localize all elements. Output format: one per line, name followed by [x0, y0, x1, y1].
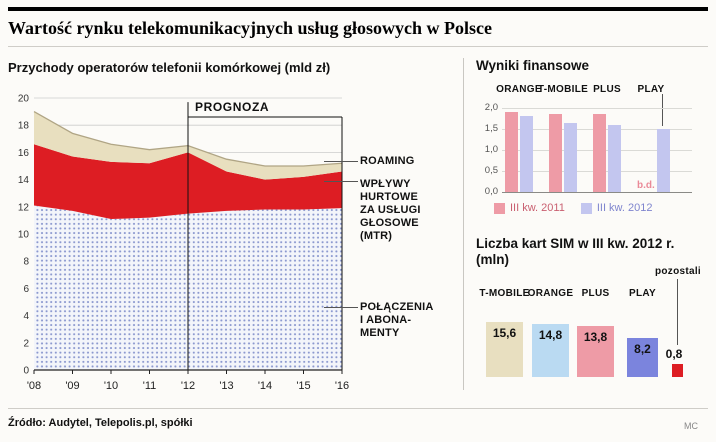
sim-chart-title-line2: (mln): [476, 252, 509, 267]
x-tick-label: '08: [27, 380, 41, 392]
title-rule: [8, 46, 708, 47]
financial-operator-labels: ORANGE T-MOBILE PLUS PLAY: [476, 84, 708, 97]
sim-value-label: 0,8: [665, 347, 683, 361]
y-tick-label: 16: [18, 148, 30, 159]
legend-label-q3-2012: III kw. 2012: [596, 202, 653, 214]
mtr-label: WPŁYWY HURTOWE ZA USŁUGI GŁOSOWE (MTR): [360, 178, 421, 242]
fin-bar-group: [593, 108, 627, 192]
legend-label-q3-2011: III kw. 2011: [510, 202, 565, 214]
fin-y-tick-label: 0,0: [484, 186, 498, 197]
sim-value-label: 13,8: [583, 330, 608, 344]
forecast-label: PROGNOZA: [195, 100, 269, 114]
fin-bar: [505, 112, 518, 192]
pozostali-leader-line: [677, 279, 678, 345]
fin-gridline: [502, 192, 692, 193]
fin-y-tick-label: 0,5: [484, 165, 498, 176]
sim-value-label: 15,6: [492, 326, 517, 340]
legend-item-q3-2011: III kw. 2011: [494, 202, 565, 214]
panel-divider: [463, 58, 464, 390]
fin-y-tick-label: 1,0: [484, 144, 498, 155]
no-data-label: b.d.: [637, 180, 655, 191]
sim-bar-plus: [577, 326, 614, 377]
x-tick-label: '09: [65, 380, 79, 392]
roaming-leader-line: [324, 161, 358, 162]
sim-bar-pozostali: [672, 364, 683, 377]
y-tick-label: 18: [18, 121, 30, 132]
page-title: Wartość rynku telekomunikacyjnych usług …: [8, 18, 493, 38]
x-tick-label: '10: [104, 380, 118, 392]
stacked-area-chart: 0 2 4 6 8 10 12 14 16 18 20 PROGNOZA '08 '09 '10 '11 '12…: [18, 94, 349, 393]
sim-operator-label-plus: PLUS: [581, 288, 610, 299]
legend-swatch-q3-2011: [494, 202, 505, 214]
mtr-leader-line: [324, 181, 358, 182]
sim-bar-play: [627, 338, 658, 377]
x-tick-label: '11: [143, 380, 157, 392]
fin-bar-group: [549, 108, 583, 192]
fin-operator-label-t-mobile: T-MOBILE: [537, 84, 589, 95]
top-rule: [8, 7, 708, 11]
fin-bar: [608, 125, 621, 192]
y-tick-label: 6: [23, 284, 29, 295]
revenue-area-chart-panel: Przychody operatorów telefonii komórkowe…: [8, 56, 463, 406]
y-tick-label: 0: [23, 366, 29, 377]
financial-legend: III kw. 2011 III kw. 2012: [494, 202, 652, 214]
fin-operator-label-orange: ORANGE: [496, 84, 542, 95]
sim-operator-label-t-mobile: T-MOBILE: [479, 288, 530, 299]
source-note: Źródło: Audytel, Telepolis.pl, spółki: [8, 417, 193, 429]
financial-chart-title: Wyniki finansowe: [476, 58, 590, 73]
fin-y-tick-label: 2,0: [484, 102, 498, 113]
fin-gridline: [502, 108, 692, 109]
fin-bar: [593, 114, 606, 192]
sim-value-label: 8,2: [634, 342, 651, 356]
x-tick-label: '12: [181, 380, 195, 392]
sim-bar-t-mobile: [486, 322, 523, 377]
y-tick-label: 8: [23, 257, 29, 268]
y-tick-label: 12: [18, 202, 30, 213]
y-tick-label: 14: [18, 175, 30, 186]
sim-value-label: 14,8: [538, 328, 563, 342]
right-panel: Wyniki finansowe ORANGE T-MOBILE PLUS PLAY …: [476, 56, 708, 386]
x-tick-label: '14: [258, 380, 272, 392]
fin-bar: [564, 123, 577, 192]
footer-rule: [8, 408, 708, 409]
y-tick-label: 4: [23, 311, 29, 322]
fin-bar: [520, 116, 533, 192]
sim-chart-title-line1: Liczba kart SIM w III kw. 2012 r.: [476, 236, 675, 251]
credit: MC: [684, 421, 698, 431]
y-tick-label: 2: [23, 338, 29, 349]
subscriptions-label: POŁĄCZENIA I ABONA- MENTY: [360, 301, 434, 339]
sim-bar-orange: [532, 324, 569, 377]
fin-bar-group: b.d.: [637, 108, 671, 192]
x-tick-label: '13: [219, 380, 233, 392]
fin-operator-label-plus: PLUS: [593, 84, 621, 95]
sim-operator-label-orange: ORANGE: [527, 288, 574, 299]
fin-operator-label-play: PLAY: [637, 84, 665, 95]
x-tick-label: '16: [335, 380, 349, 392]
legend-item-q3-2012: III kw. 2012: [580, 202, 653, 214]
area-chart-title: Przychody operatorów telefonii komórkowe…: [8, 60, 331, 75]
y-tick-label: 20: [18, 94, 30, 105]
subscriptions-leader-line: [324, 307, 358, 308]
sim-chart-title: Liczba kart SIM w III kw. 2012 r. (mln): [476, 236, 674, 268]
fin-bar: [549, 114, 562, 192]
play-leader-line: [662, 94, 663, 126]
sim-operator-label-pozostali: pozostali: [654, 266, 702, 277]
fin-bar-group: [505, 108, 539, 192]
fin-y-tick-label: 1,5: [484, 123, 498, 134]
sim-bar-chart: T-MOBILE 15,6 ORANGE 14,8 PLUS 13,8 PLAY 8,2 poz…: [476, 266, 708, 381]
financial-bar-chart: 2,0 1,5 1,0 0,5 0,0 b.d.: [485, 94, 692, 197]
sim-operator-label-play: PLAY: [629, 288, 656, 299]
y-tick-label: 10: [18, 230, 30, 241]
fin-bar: [656, 129, 670, 192]
legend-swatch-q3-2012: [580, 202, 592, 214]
x-tick-label: '15: [296, 380, 310, 392]
roaming-label: ROAMING: [360, 155, 415, 167]
